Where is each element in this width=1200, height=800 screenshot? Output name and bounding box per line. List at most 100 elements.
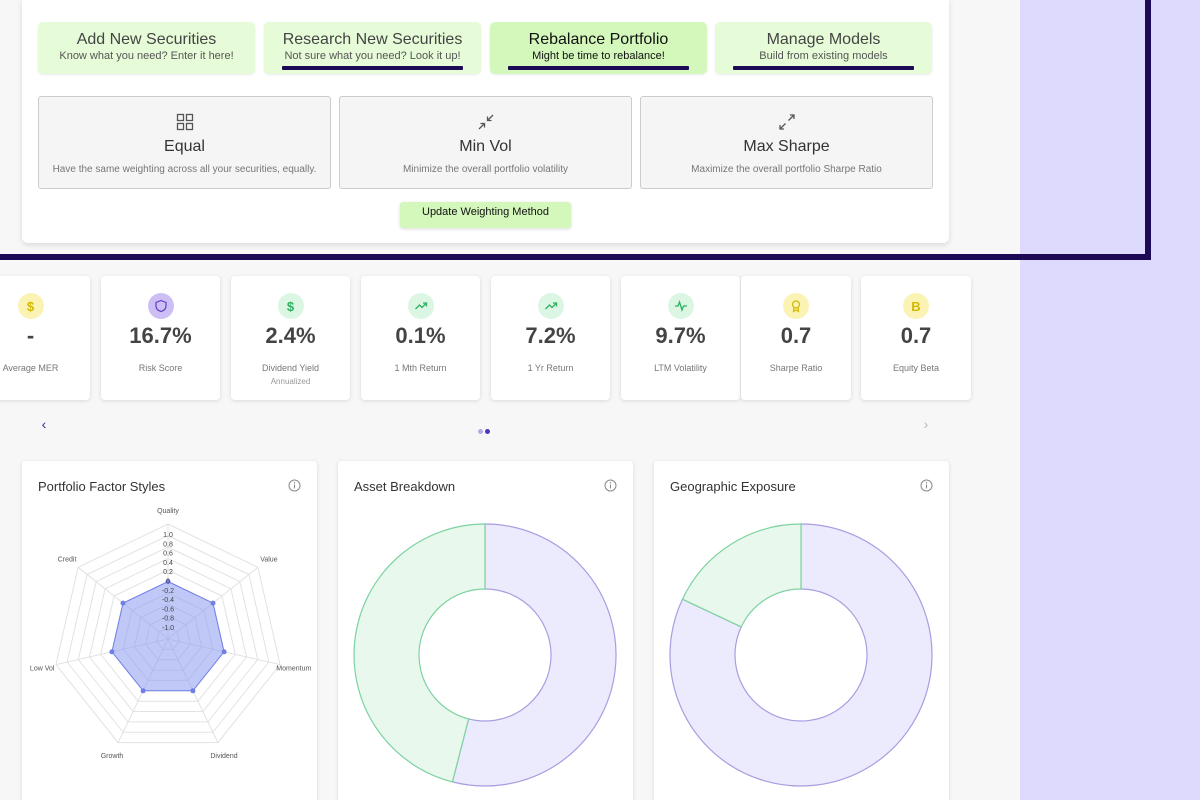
geographic-donut-chart (669, 523, 933, 787)
manage-models-button[interactable]: Manage Models Build from existing models (715, 22, 932, 74)
action-underline (282, 66, 463, 70)
metric-value: 0.7 (780, 323, 812, 348)
metric-card-dividend-yield: $ 2.4% Dividend Yield Annualized (231, 276, 350, 400)
metric-card-1-yr-return: 7.2% 1 Yr Return (491, 276, 610, 400)
action-title: Manage Models (766, 31, 881, 48)
radar-tick-label: -0.4 (162, 597, 174, 604)
research-new-securities-button[interactable]: Research New Securities Not sure what yo… (264, 22, 481, 74)
carousel-dot-active[interactable] (485, 429, 490, 434)
carousel-prev-icon[interactable]: ‹ (41, 416, 47, 432)
radar-axis-label: Credit (58, 557, 77, 564)
metric-value: - (26, 323, 35, 348)
metric-sublabel: Annualized (270, 377, 311, 386)
radar-tick-label: 0.6 (163, 551, 173, 558)
add-new-securities-button[interactable]: Add New Securities Know what you need? E… (38, 22, 255, 74)
radar-grid-ring (77, 546, 259, 723)
radar-point (221, 649, 227, 655)
donut-slice[interactable] (681, 523, 802, 628)
radar-tick-label: 0.2 (163, 569, 173, 576)
method-title: Min Vol (459, 138, 512, 155)
radar-point (109, 649, 115, 655)
minimize-icon (478, 114, 493, 130)
chart-title: Geographic Exposure (670, 479, 796, 494)
radar-chart: Quality Value Momentum Dividend Growth Low Vo… (30, 508, 312, 760)
metric-label: Average MER (2, 363, 59, 373)
factor-styles-card: Portfolio Factor Styles Quality Value Mome… (22, 461, 317, 800)
info-icon[interactable] (288, 479, 301, 492)
chart-title: Portfolio Factor Styles (38, 479, 166, 494)
method-equal-card[interactable]: Equal Have the same weighting across all… (38, 96, 331, 189)
method-description: Minimize the overall portfolio volatilit… (402, 164, 569, 175)
radar-axis-label: Growth (101, 753, 124, 760)
donut-slice[interactable] (669, 523, 933, 787)
carousel-dot[interactable] (478, 429, 483, 434)
radar-tick-label: -0.8 (162, 616, 174, 623)
donut-slice[interactable] (451, 523, 617, 787)
method-title: Equal (164, 138, 205, 155)
radar-tick-label: -0.6 (162, 606, 174, 613)
radar-tick-label: -0.2 (162, 588, 174, 595)
radar-point (165, 579, 171, 584)
donut-slice[interactable] (353, 523, 486, 783)
metric-label: Equity Beta (892, 363, 940, 373)
info-icon[interactable] (920, 479, 933, 492)
radar-tick-label: 0.4 (163, 560, 173, 567)
award-icon (783, 293, 809, 319)
radar-point (140, 688, 146, 694)
metric-label: Dividend Yield (261, 363, 320, 373)
asset-breakdown-card: Asset Breakdown (338, 461, 633, 800)
radar-axis-label: Value (260, 557, 277, 564)
metric-value: 7.2% (525, 323, 576, 348)
dollar-icon: $ (277, 293, 304, 319)
action-subtitle: Not sure what you need? Look it up! (284, 50, 461, 62)
chart-title: Asset Breakdown (354, 479, 456, 494)
action-underline (733, 66, 914, 70)
metric-value: 16.7% (129, 323, 192, 348)
grid-icon (176, 113, 193, 131)
metric-card-1-mth-return: 0.1% 1 Mth Return (361, 276, 480, 400)
metric-card-ltm-volatility: 9.7% LTM Volatility (621, 276, 740, 400)
radar-tick-label: 0 (166, 579, 170, 586)
beta-icon: B (903, 293, 929, 319)
metric-label: Risk Score (138, 363, 183, 373)
metric-value: 0.7 (900, 323, 932, 348)
geographic-exposure-card: Geographic Exposure (654, 461, 949, 800)
metric-card-equity-beta: B 0.7 Equity Beta (861, 276, 971, 400)
metric-label: 1 Yr Return (527, 363, 574, 373)
action-subtitle: Build from existing models (759, 50, 888, 62)
method-description: Have the same weighting across all your … (52, 164, 317, 175)
action-title: Rebalance Portfolio (528, 31, 669, 48)
metric-value: 0.1% (395, 323, 446, 348)
radar-grid-ring (55, 523, 281, 744)
method-max-sharpe-card[interactable]: Max Sharpe Maximize the overall portfoli… (640, 96, 933, 189)
metric-card-average-mer: $ - Average MER (0, 276, 90, 400)
pulse-icon (667, 293, 694, 319)
metric-card-sharpe-ratio: 0.7 Sharpe Ratio (741, 276, 851, 400)
action-subtitle: Know what you need? Enter it here! (59, 50, 234, 62)
radar-point (210, 600, 216, 606)
radar-grid-ring (66, 534, 270, 733)
radar-tick-label: -1.0 (162, 625, 174, 632)
method-min-vol-card[interactable]: Min Vol Minimize the overall portfolio v… (339, 96, 632, 189)
action-title: Add New Securities (76, 31, 217, 48)
radar-grid-ring (88, 557, 248, 712)
carousel-dots (478, 421, 492, 439)
asset-donut-chart (353, 523, 617, 787)
info-icon[interactable] (604, 479, 617, 492)
carousel-next-icon[interactable]: › (923, 416, 929, 432)
radar-axis-label: Dividend (210, 753, 237, 760)
metric-value: 9.7% (655, 323, 706, 348)
rebalance-portfolio-button[interactable]: Rebalance Portfolio Might be time to reb… (490, 22, 707, 74)
method-title: Max Sharpe (743, 138, 830, 155)
shield-icon (147, 293, 174, 319)
portfolio-actions-card: Add New Securities Know what you need? E… (22, 0, 949, 243)
trending-up-icon (407, 293, 434, 319)
update-weighting-method-button[interactable]: Update Weighting Method (400, 202, 571, 228)
radar-axis-label: Momentum (276, 666, 311, 673)
right-side-panel (1020, 0, 1200, 800)
radar-axis-label: Low Vol (30, 666, 55, 673)
metric-label: Sharpe Ratio (769, 363, 823, 373)
radar-series-area (111, 580, 225, 692)
action-underline (508, 66, 689, 70)
method-description: Maximize the overall portfolio Sharpe Ra… (691, 164, 882, 175)
